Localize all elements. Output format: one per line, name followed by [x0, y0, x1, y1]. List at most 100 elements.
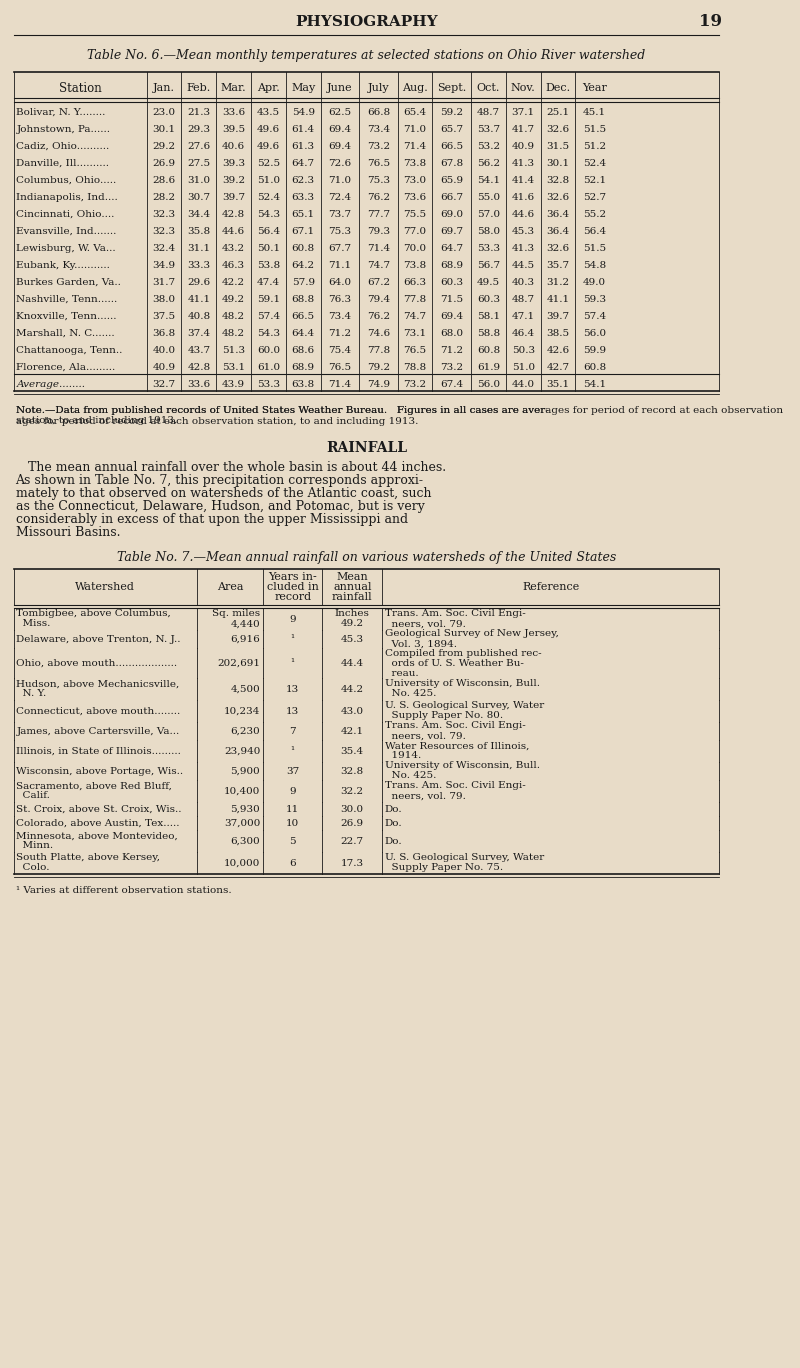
Text: 29.3: 29.3	[187, 124, 210, 134]
Text: 69.7: 69.7	[440, 227, 463, 237]
Text: 64.7: 64.7	[440, 244, 463, 253]
Text: 66.8: 66.8	[367, 108, 390, 118]
Text: 50.1: 50.1	[257, 244, 280, 253]
Text: 67.8: 67.8	[440, 159, 463, 168]
Text: 48.2: 48.2	[222, 328, 245, 338]
Text: 37.4: 37.4	[187, 328, 210, 338]
Text: 56.4: 56.4	[257, 227, 280, 237]
Text: 46.4: 46.4	[511, 328, 534, 338]
Text: 67.7: 67.7	[328, 244, 351, 253]
Text: 23,940: 23,940	[224, 747, 260, 755]
Text: 76.5: 76.5	[403, 346, 426, 356]
Text: 34.4: 34.4	[187, 211, 210, 219]
Text: 4,500: 4,500	[230, 684, 260, 694]
Text: No. 425.: No. 425.	[385, 772, 436, 781]
Text: 38.5: 38.5	[546, 328, 570, 338]
Text: 70.0: 70.0	[403, 244, 426, 253]
Text: Calif.: Calif.	[17, 792, 50, 800]
Text: 6,916: 6,916	[230, 635, 260, 643]
Text: Note.—Data from published records of United States Weather Bureau.   Figures in : Note.—Data from published records of Uni…	[15, 406, 548, 415]
Text: Mar.: Mar.	[221, 83, 246, 93]
Text: 69.4: 69.4	[440, 312, 463, 321]
Text: 45.1: 45.1	[583, 108, 606, 118]
Text: 13: 13	[286, 706, 299, 715]
Text: 5,900: 5,900	[230, 766, 260, 776]
Text: 31.0: 31.0	[187, 176, 210, 185]
Text: 59.1: 59.1	[257, 295, 280, 304]
Text: 56.2: 56.2	[477, 159, 500, 168]
Text: U. S. Geological Survey, Water: U. S. Geological Survey, Water	[385, 702, 544, 710]
Text: 54.9: 54.9	[292, 108, 315, 118]
Text: 44.5: 44.5	[511, 261, 534, 269]
Text: 63.8: 63.8	[292, 380, 315, 389]
Text: 53.3: 53.3	[477, 244, 500, 253]
Text: 47.1: 47.1	[511, 312, 534, 321]
Text: 23.0: 23.0	[153, 108, 175, 118]
Text: 53.3: 53.3	[257, 380, 280, 389]
Text: 71.2: 71.2	[440, 346, 463, 356]
Text: 60.8: 60.8	[292, 244, 315, 253]
Text: 68.9: 68.9	[292, 363, 315, 372]
Text: 73.2: 73.2	[440, 363, 463, 372]
Text: 77.8: 77.8	[367, 346, 390, 356]
Text: 71.4: 71.4	[403, 142, 426, 150]
Text: 37.5: 37.5	[153, 312, 175, 321]
Text: neers, vol. 79.: neers, vol. 79.	[385, 620, 466, 628]
Text: 40.6: 40.6	[222, 142, 245, 150]
Text: 49.2: 49.2	[222, 295, 245, 304]
Text: Trans. Am. Soc. Civil Engi-: Trans. Am. Soc. Civil Engi-	[385, 781, 526, 791]
Text: 32.6: 32.6	[546, 124, 570, 134]
Text: 58.0: 58.0	[477, 227, 500, 237]
Text: 48.7: 48.7	[511, 295, 534, 304]
Text: 49.2: 49.2	[341, 620, 364, 628]
Text: Johnstown, Pa......: Johnstown, Pa......	[17, 124, 110, 134]
Text: 49.6: 49.6	[257, 142, 280, 150]
Text: 7: 7	[290, 726, 296, 736]
Text: Station: Station	[58, 82, 102, 94]
Text: Cadiz, Ohio..........: Cadiz, Ohio..........	[17, 142, 110, 150]
Text: 35.4: 35.4	[341, 747, 364, 755]
Text: 43.5: 43.5	[257, 108, 280, 118]
Text: 44.6: 44.6	[511, 211, 534, 219]
Text: 41.1: 41.1	[546, 295, 570, 304]
Text: Do.: Do.	[385, 818, 402, 828]
Text: 74.7: 74.7	[367, 261, 390, 269]
Text: neers, vol. 79.: neers, vol. 79.	[385, 732, 466, 740]
Text: 74.9: 74.9	[367, 380, 390, 389]
Text: Reference: Reference	[522, 581, 579, 592]
Text: 75.3: 75.3	[367, 176, 390, 185]
Text: May: May	[291, 83, 315, 93]
Text: 75.3: 75.3	[328, 227, 351, 237]
Text: 33.6: 33.6	[222, 108, 245, 118]
Text: Illinois, in State of Illinois.........: Illinois, in State of Illinois.........	[17, 747, 182, 755]
Text: 68.9: 68.9	[440, 261, 463, 269]
Text: 37.1: 37.1	[511, 108, 534, 118]
Text: Year: Year	[582, 83, 607, 93]
Text: 41.7: 41.7	[511, 124, 534, 134]
Text: Geological Survey of New Jersey,: Geological Survey of New Jersey,	[385, 629, 558, 639]
Text: 31.7: 31.7	[153, 278, 175, 287]
Text: 59.3: 59.3	[583, 295, 606, 304]
Text: cluded in: cluded in	[266, 581, 318, 592]
Text: Minnesota, above Montevideo,: Minnesota, above Montevideo,	[17, 832, 178, 840]
Text: 73.8: 73.8	[403, 261, 426, 269]
Text: 55.2: 55.2	[583, 211, 606, 219]
Text: 71.0: 71.0	[328, 176, 351, 185]
Text: 74.6: 74.6	[367, 328, 390, 338]
Text: 30.1: 30.1	[546, 159, 570, 168]
Text: 67.1: 67.1	[292, 227, 315, 237]
Text: 53.7: 53.7	[477, 124, 500, 134]
Text: 60.8: 60.8	[583, 363, 606, 372]
Text: 32.8: 32.8	[546, 176, 570, 185]
Text: 31.2: 31.2	[546, 278, 570, 287]
Text: considerably in excess of that upon the upper Mississippi and: considerably in excess of that upon the …	[15, 513, 408, 527]
Text: ¹: ¹	[290, 635, 294, 643]
Text: Tombigbee, above Columbus,: Tombigbee, above Columbus,	[17, 610, 171, 618]
Text: Average........: Average........	[17, 380, 86, 389]
Text: 40.0: 40.0	[153, 346, 175, 356]
Text: Area: Area	[217, 581, 243, 592]
Text: Knoxville, Tenn......: Knoxville, Tenn......	[17, 312, 117, 321]
Text: 64.7: 64.7	[292, 159, 315, 168]
Text: South Platte, above Kersey,: South Platte, above Kersey,	[17, 854, 161, 862]
Text: 35.7: 35.7	[546, 261, 570, 269]
